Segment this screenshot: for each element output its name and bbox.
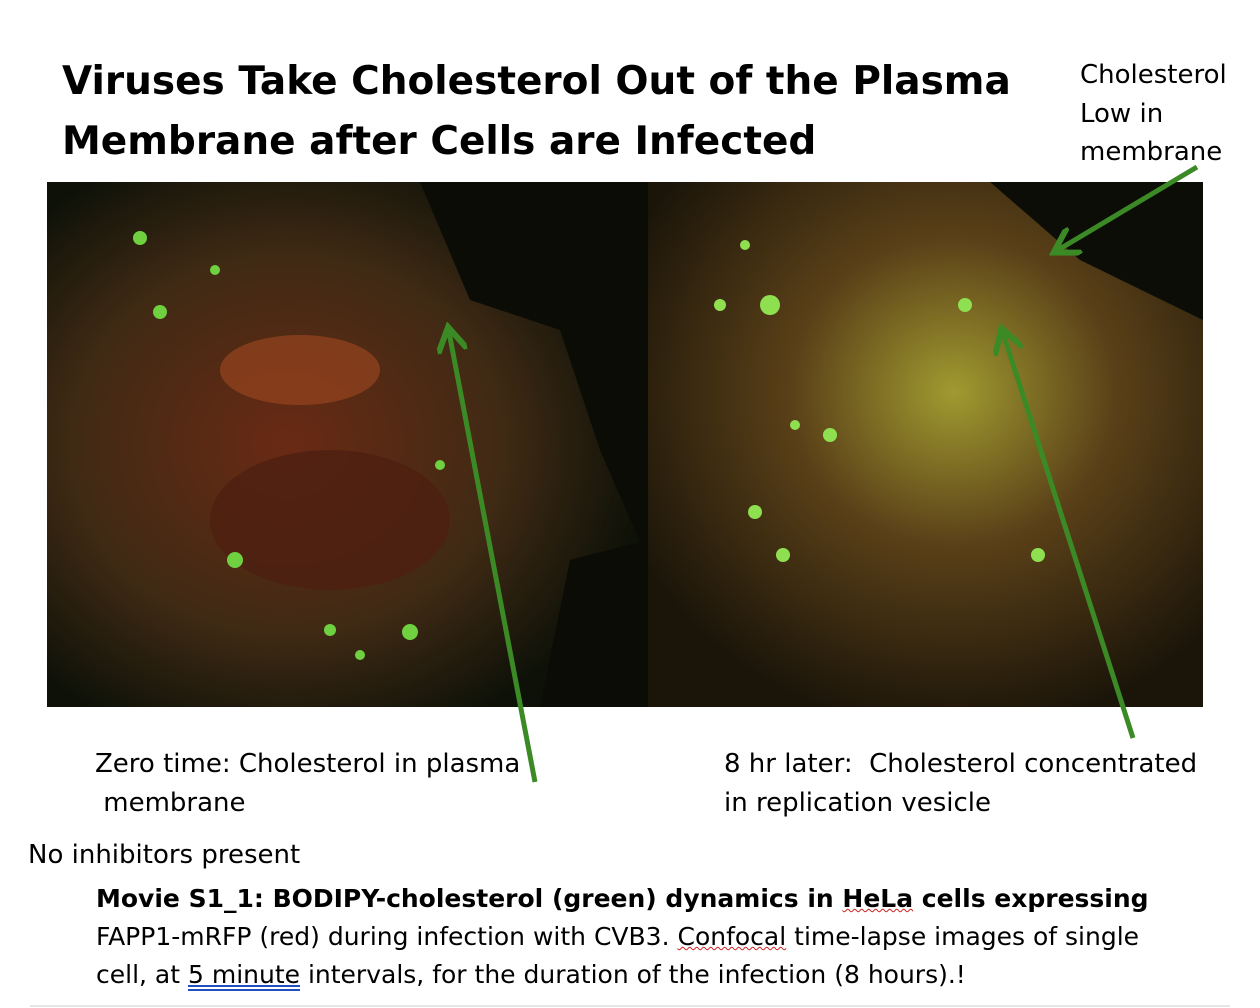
annotation: Low in: [1080, 99, 1164, 129]
movie-caption-line: FAPP1-mRFP (red) during infection with C…: [96, 918, 1139, 956]
text: cell, at: [96, 960, 188, 989]
text: Confocal: [677, 922, 787, 951]
title: Membrane after Cells are Infected: [62, 119, 817, 164]
text: 5 minute: [187, 960, 301, 989]
annotation: membrane: [1080, 137, 1223, 167]
left-image: [47, 182, 648, 707]
arrows: [449, 164, 1199, 783]
movie-caption-line: Movie S1_1: BODIPY-cholesterol (green) d…: [96, 880, 1149, 918]
right-image: [648, 182, 1203, 707]
text: Movie S1_1: BODIPY-cholesterol (green) d…: [96, 884, 843, 913]
caption: Zero time: Cholesterol in plasma: [95, 749, 521, 779]
caption: 8 hr later: Cholesterol concentrated: [724, 749, 1198, 779]
title: Viruses Take Cholesterol Out of the Plas…: [62, 59, 1011, 104]
note: No inhibitors present: [28, 840, 301, 870]
text: cells expressing: [913, 884, 1149, 913]
caption: in replication vesicle: [724, 788, 991, 818]
text: FAPP1-mRFP (red) during infection with C…: [96, 922, 678, 951]
annotation: Cholesterol: [1080, 60, 1227, 90]
movie-caption-line: cell, at 5 minute intervals, for the dur…: [96, 956, 966, 994]
text: intervals, for the duration of the infec…: [300, 960, 966, 989]
caption: membrane: [95, 788, 246, 818]
text: HeLa: [842, 884, 914, 913]
text: time-lapse images of single: [786, 922, 1140, 951]
